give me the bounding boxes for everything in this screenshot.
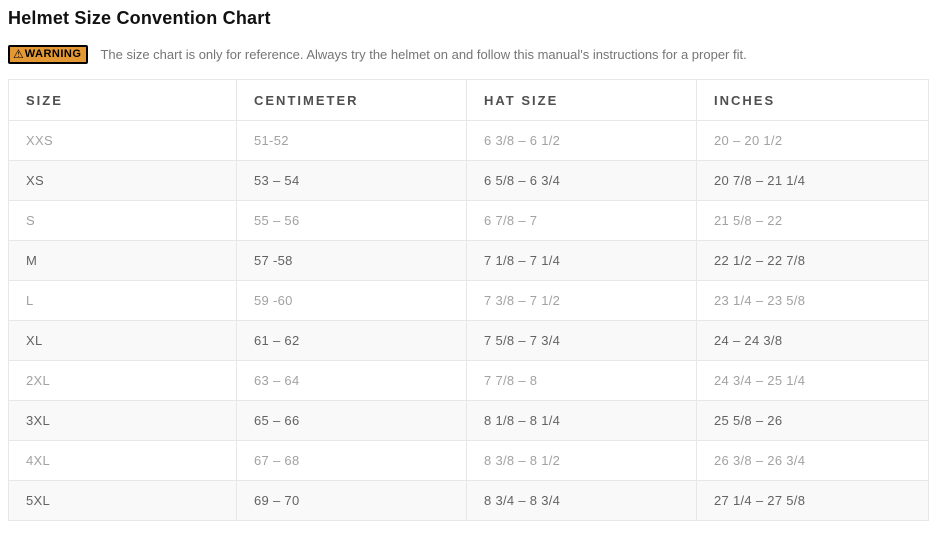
table-row: M 57 -58 7 1/8 – 7 1/4 22 1/2 – 22 7/8 [8, 240, 929, 281]
table-header-row: SIZE CENTIMETER HAT SIZE INCHES [8, 79, 929, 121]
page-title: Helmet Size Convention Chart [8, 8, 271, 28]
cell-centimeter: 55 – 56 [236, 200, 467, 241]
cell-size: L [8, 280, 237, 321]
cell-centimeter: 51-52 [236, 120, 467, 161]
cell-hat-size: 6 3/8 – 6 1/2 [466, 120, 697, 161]
cell-inches: 23 1/4 – 23 5/8 [696, 280, 929, 321]
cell-hat-size: 7 1/8 – 7 1/4 [466, 240, 697, 281]
cell-hat-size: 7 7/8 – 8 [466, 360, 697, 401]
warning-text: The size chart is only for reference. Al… [100, 46, 747, 62]
warning-triangle-icon: ⚠ [13, 47, 24, 61]
cell-inches: 24 3/4 – 25 1/4 [696, 360, 929, 401]
cell-size: S [8, 200, 237, 241]
table-row: 2XL 63 – 64 7 7/8 – 8 24 3/4 – 25 1/4 [8, 360, 929, 401]
cell-size: 2XL [8, 360, 237, 401]
cell-inches: 24 – 24 3/8 [696, 320, 929, 361]
warning-row: ⚠ WARNING The size chart is only for ref… [8, 44, 928, 64]
cell-centimeter: 67 – 68 [236, 440, 467, 481]
size-chart-table: SIZE CENTIMETER HAT SIZE INCHES XXS 51-5… [8, 79, 929, 521]
cell-hat-size: 8 1/8 – 8 1/4 [466, 400, 697, 441]
cell-hat-size: 8 3/8 – 8 1/2 [466, 440, 697, 481]
header-size: SIZE [8, 79, 237, 121]
cell-centimeter: 59 -60 [236, 280, 467, 321]
table-row: S 55 – 56 6 7/8 – 7 21 5/8 – 22 [8, 200, 929, 241]
warning-badge-label: WARNING [24, 48, 82, 60]
cell-size: 4XL [8, 440, 237, 481]
cell-inches: 20 – 20 1/2 [696, 120, 929, 161]
cell-hat-size: 7 5/8 – 7 3/4 [466, 320, 697, 361]
cell-hat-size: 8 3/4 – 8 3/4 [466, 480, 697, 521]
header-centimeter: CENTIMETER [236, 79, 467, 121]
cell-size: XS [8, 160, 237, 201]
cell-centimeter: 61 – 62 [236, 320, 467, 361]
cell-hat-size: 7 3/8 – 7 1/2 [466, 280, 697, 321]
warning-badge: ⚠ WARNING [8, 44, 89, 64]
table-row: 4XL 67 – 68 8 3/8 – 8 1/2 26 3/8 – 26 3/… [8, 440, 929, 481]
table-row: XS 53 – 54 6 5/8 – 6 3/4 20 7/8 – 21 1/4 [8, 160, 929, 201]
cell-size: XXS [8, 120, 237, 161]
table-row: 3XL 65 – 66 8 1/8 – 8 1/4 25 5/8 – 26 [8, 400, 929, 441]
cell-centimeter: 65 – 66 [236, 400, 467, 441]
header-inches: INCHES [696, 79, 929, 121]
table-row: 5XL 69 – 70 8 3/4 – 8 3/4 27 1/4 – 27 5/… [8, 480, 929, 521]
cell-hat-size: 6 7/8 – 7 [466, 200, 697, 241]
cell-centimeter: 53 – 54 [236, 160, 467, 201]
cell-centimeter: 63 – 64 [236, 360, 467, 401]
cell-inches: 22 1/2 – 22 7/8 [696, 240, 929, 281]
table-row: L 59 -60 7 3/8 – 7 1/2 23 1/4 – 23 5/8 [8, 280, 929, 321]
cell-inches: 26 3/8 – 26 3/4 [696, 440, 929, 481]
table-row: XXS 51-52 6 3/8 – 6 1/2 20 – 20 1/2 [8, 120, 929, 161]
cell-inches: 21 5/8 – 22 [696, 200, 929, 241]
cell-size: 5XL [8, 480, 237, 521]
cell-size: 3XL [8, 400, 237, 441]
cell-centimeter: 57 -58 [236, 240, 467, 281]
cell-centimeter: 69 – 70 [236, 480, 467, 521]
cell-inches: 25 5/8 – 26 [696, 400, 929, 441]
cell-size: M [8, 240, 237, 281]
cell-inches: 27 1/4 – 27 5/8 [696, 480, 929, 521]
cell-inches: 20 7/8 – 21 1/4 [696, 160, 929, 201]
table-row: XL 61 – 62 7 5/8 – 7 3/4 24 – 24 3/8 [8, 320, 929, 361]
cell-hat-size: 6 5/8 – 6 3/4 [466, 160, 697, 201]
header-hat-size: HAT SIZE [466, 79, 697, 121]
cell-size: XL [8, 320, 237, 361]
